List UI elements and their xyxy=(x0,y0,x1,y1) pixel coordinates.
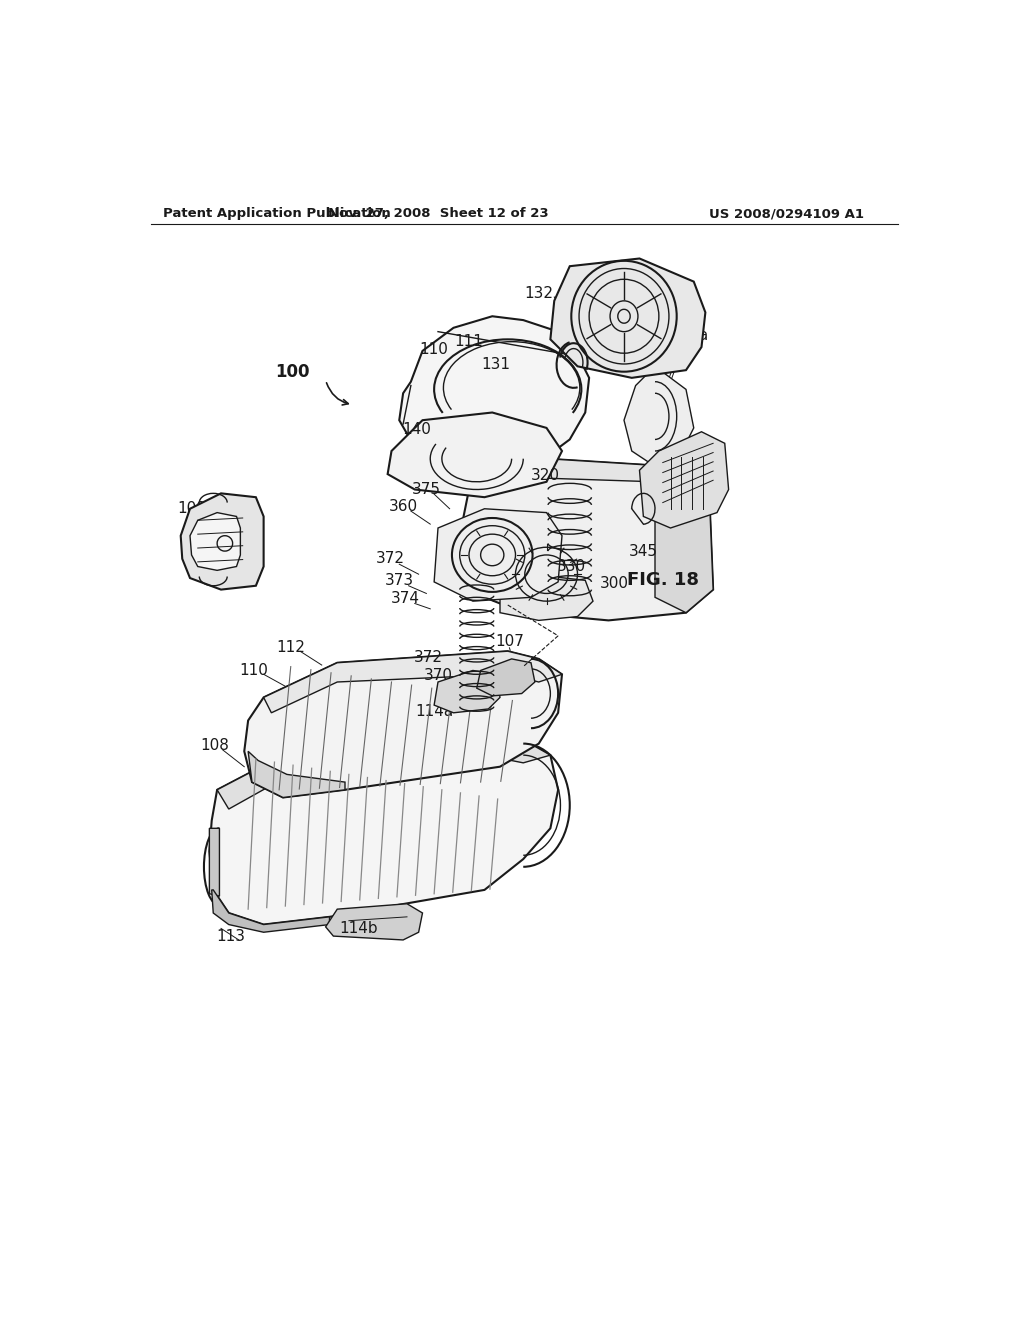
Text: 140: 140 xyxy=(402,422,431,437)
Polygon shape xyxy=(209,829,219,896)
Text: 108: 108 xyxy=(201,738,229,752)
Text: 372: 372 xyxy=(376,552,404,566)
Polygon shape xyxy=(190,512,241,570)
Polygon shape xyxy=(209,733,558,924)
Text: US 2008/0294109 A1: US 2008/0294109 A1 xyxy=(710,207,864,220)
Text: 141: 141 xyxy=(679,444,706,477)
Text: 370: 370 xyxy=(424,668,453,684)
Text: 131: 131 xyxy=(481,358,511,372)
Text: 114c: 114c xyxy=(457,690,494,705)
Text: 110: 110 xyxy=(420,342,449,356)
Text: 118: 118 xyxy=(682,462,710,494)
Text: 107: 107 xyxy=(495,635,523,649)
Polygon shape xyxy=(655,466,713,612)
Polygon shape xyxy=(469,459,710,494)
Polygon shape xyxy=(434,671,500,713)
Text: 112: 112 xyxy=(276,640,305,655)
Polygon shape xyxy=(263,651,562,713)
Text: 373: 373 xyxy=(385,573,414,587)
Text: 132: 132 xyxy=(524,285,553,301)
Text: Patent Application Publication: Patent Application Publication xyxy=(163,207,390,220)
Text: 114a: 114a xyxy=(415,704,454,719)
Polygon shape xyxy=(388,412,562,498)
Polygon shape xyxy=(500,574,593,620)
Polygon shape xyxy=(248,751,345,797)
Polygon shape xyxy=(217,733,550,809)
Text: 300: 300 xyxy=(600,576,629,591)
Text: 360: 360 xyxy=(388,499,418,513)
Text: 320: 320 xyxy=(530,469,559,483)
Polygon shape xyxy=(326,904,423,940)
Text: 111: 111 xyxy=(455,334,483,350)
Text: 375: 375 xyxy=(412,482,441,498)
Polygon shape xyxy=(477,659,535,696)
Text: 114b: 114b xyxy=(340,921,378,936)
Text: 330: 330 xyxy=(557,558,586,574)
Text: FIG. 18: FIG. 18 xyxy=(627,572,698,589)
Polygon shape xyxy=(550,259,706,378)
Polygon shape xyxy=(399,317,589,482)
Polygon shape xyxy=(180,494,263,590)
Text: Nov. 27, 2008  Sheet 12 of 23: Nov. 27, 2008 Sheet 12 of 23 xyxy=(328,207,548,220)
Polygon shape xyxy=(461,459,713,620)
Text: 100: 100 xyxy=(275,363,310,381)
Text: 117a: 117a xyxy=(671,327,709,343)
Text: 372: 372 xyxy=(414,649,443,665)
Text: 345: 345 xyxy=(629,544,657,558)
Polygon shape xyxy=(434,508,562,601)
Text: 130: 130 xyxy=(570,265,600,280)
Text: 110: 110 xyxy=(240,663,268,678)
Text: 109: 109 xyxy=(177,502,206,516)
Text: 113: 113 xyxy=(216,928,246,944)
Text: 374: 374 xyxy=(391,591,420,606)
Polygon shape xyxy=(245,651,562,797)
Polygon shape xyxy=(640,432,729,528)
Text: 132: 132 xyxy=(671,331,698,363)
Polygon shape xyxy=(624,367,693,466)
Polygon shape xyxy=(212,890,330,932)
